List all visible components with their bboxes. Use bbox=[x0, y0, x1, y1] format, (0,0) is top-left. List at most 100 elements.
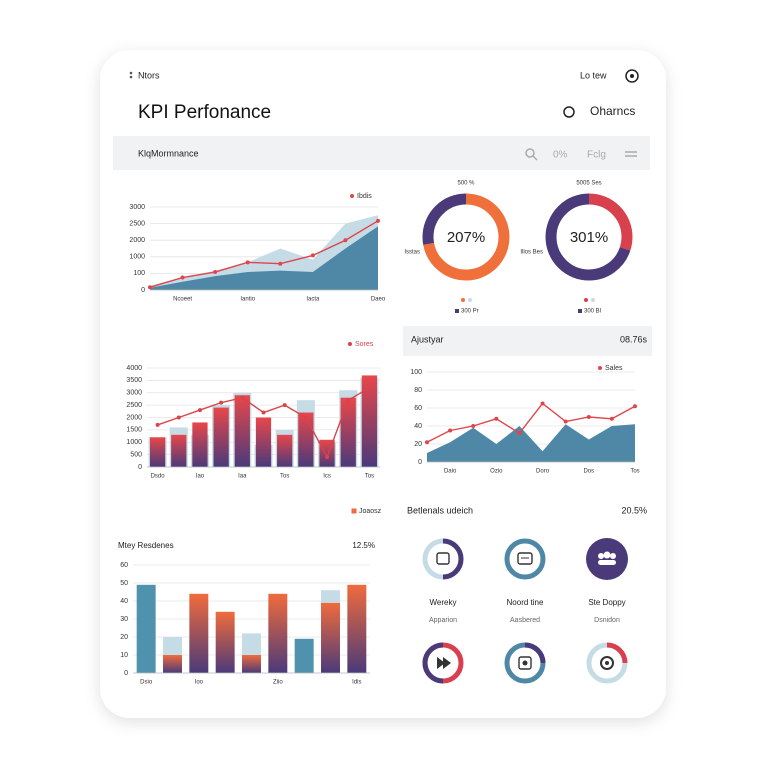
point bbox=[148, 285, 152, 290]
legend-marker bbox=[348, 342, 352, 346]
point bbox=[425, 440, 429, 445]
y-tick-label: 50 bbox=[120, 580, 128, 587]
menu-icon[interactable] bbox=[129, 71, 133, 79]
toolbar bbox=[113, 136, 650, 170]
y-tick-label: 20 bbox=[120, 634, 128, 641]
icon-sub: Aasbered bbox=[510, 617, 540, 624]
toolbar-filter[interactable]: Fclg bbox=[587, 150, 606, 161]
icon-sub: Dsnidon bbox=[594, 617, 620, 624]
legend-dot bbox=[468, 298, 472, 302]
legend-label: 300 Bl bbox=[584, 309, 601, 315]
x-tick-label: Tos bbox=[630, 469, 639, 475]
x-tick-label: Daio bbox=[444, 469, 457, 475]
line bbox=[426, 402, 636, 443]
area bbox=[427, 424, 635, 462]
point bbox=[303, 415, 308, 420]
settings-icon[interactable] bbox=[625, 69, 639, 83]
legend-label: Joaosz bbox=[359, 508, 382, 515]
x-tick-label: Dsio bbox=[140, 680, 153, 686]
menu-lines[interactable] bbox=[625, 151, 637, 157]
y-tick-label: 10 bbox=[120, 652, 128, 659]
bar bbox=[277, 434, 293, 467]
bar bbox=[361, 375, 378, 467]
y-tick-label: 100 bbox=[410, 369, 422, 376]
y-tick-label: 2500 bbox=[129, 220, 145, 227]
icon[interactable] bbox=[422, 642, 464, 684]
icon[interactable] bbox=[586, 642, 628, 684]
point bbox=[155, 422, 160, 427]
legend-label: 300 Pr bbox=[461, 309, 479, 315]
x-tick-label: Tos bbox=[365, 474, 374, 480]
x-tick-label: Iantio bbox=[240, 297, 255, 303]
point bbox=[282, 403, 287, 408]
point bbox=[197, 408, 202, 413]
x-tick-label: Ziio bbox=[273, 680, 283, 686]
icon[interactable] bbox=[504, 642, 546, 684]
toolbar-label: KlqMormnance bbox=[138, 148, 199, 158]
point bbox=[367, 385, 372, 390]
point bbox=[176, 415, 181, 420]
point bbox=[448, 428, 453, 433]
bar bbox=[213, 407, 229, 467]
menu-label[interactable]: Ntors bbox=[138, 70, 160, 80]
donut-side-label: Illos Bes bbox=[520, 250, 543, 256]
x-tick-label: Iao bbox=[196, 474, 205, 480]
y-tick-label: 3000 bbox=[126, 390, 142, 397]
icon[interactable] bbox=[422, 538, 464, 580]
bar bbox=[298, 412, 314, 467]
header-link[interactable]: Lo tew bbox=[580, 70, 607, 80]
point bbox=[517, 431, 522, 436]
y-tick-label: 40 bbox=[414, 423, 422, 430]
y-tick-label: 3500 bbox=[126, 377, 142, 384]
line bbox=[149, 220, 379, 288]
point bbox=[494, 416, 499, 421]
icon[interactable] bbox=[504, 538, 546, 580]
legend-label: Sales bbox=[605, 365, 623, 372]
point bbox=[376, 218, 380, 223]
x-tick-label: Ozio bbox=[490, 469, 503, 475]
y-tick-label: 60 bbox=[414, 405, 422, 412]
y-tick-label: 500 bbox=[130, 451, 142, 458]
legend-swatch bbox=[455, 309, 459, 313]
donut-segment bbox=[422, 193, 510, 281]
donut-center-label: 301% bbox=[570, 229, 608, 246]
donut-top-label: 500 % bbox=[457, 181, 475, 187]
y-tick-label: 1000 bbox=[126, 439, 142, 446]
toolbar-percent[interactable]: 0% bbox=[553, 150, 568, 161]
chart-subtitle: 12.5% bbox=[352, 541, 375, 550]
point bbox=[180, 275, 185, 280]
legend-marker bbox=[598, 366, 602, 370]
point bbox=[343, 238, 348, 243]
y-tick-label: 1500 bbox=[126, 427, 142, 434]
donut-top-label: 5005 Ses bbox=[576, 181, 601, 187]
y-tick-label: 1000 bbox=[129, 254, 145, 261]
option-label[interactable]: Oharncs bbox=[590, 104, 635, 118]
legend-marker bbox=[351, 508, 357, 514]
bar bbox=[294, 638, 314, 673]
icon[interactable] bbox=[586, 538, 628, 580]
point bbox=[240, 395, 245, 400]
legend-dot bbox=[461, 298, 465, 302]
x-tick-label: Dos bbox=[583, 469, 594, 475]
legend-dot bbox=[584, 298, 588, 302]
option-radio[interactable] bbox=[563, 106, 575, 118]
search-icon[interactable] bbox=[525, 148, 538, 161]
card bbox=[100, 50, 666, 718]
x-tick-label: Ncoeet bbox=[173, 297, 192, 303]
x-tick-label: Doro bbox=[536, 469, 550, 475]
donut-side-label: Isstas bbox=[404, 250, 420, 256]
point bbox=[219, 400, 224, 405]
y-tick-label: 40 bbox=[120, 598, 128, 605]
bar bbox=[149, 437, 166, 467]
y-tick-label: 2500 bbox=[126, 402, 142, 409]
x-tick-label: Idis bbox=[352, 680, 361, 686]
point bbox=[563, 419, 568, 424]
icons-title: Betlenals udeich bbox=[407, 505, 473, 515]
y-tick-label: 3000 bbox=[129, 204, 145, 211]
y-tick-label: 100 bbox=[133, 270, 145, 277]
y-tick-label: 20 bbox=[414, 441, 422, 448]
x-tick-label: Daeo bbox=[371, 297, 386, 303]
legend-dot bbox=[591, 298, 595, 302]
